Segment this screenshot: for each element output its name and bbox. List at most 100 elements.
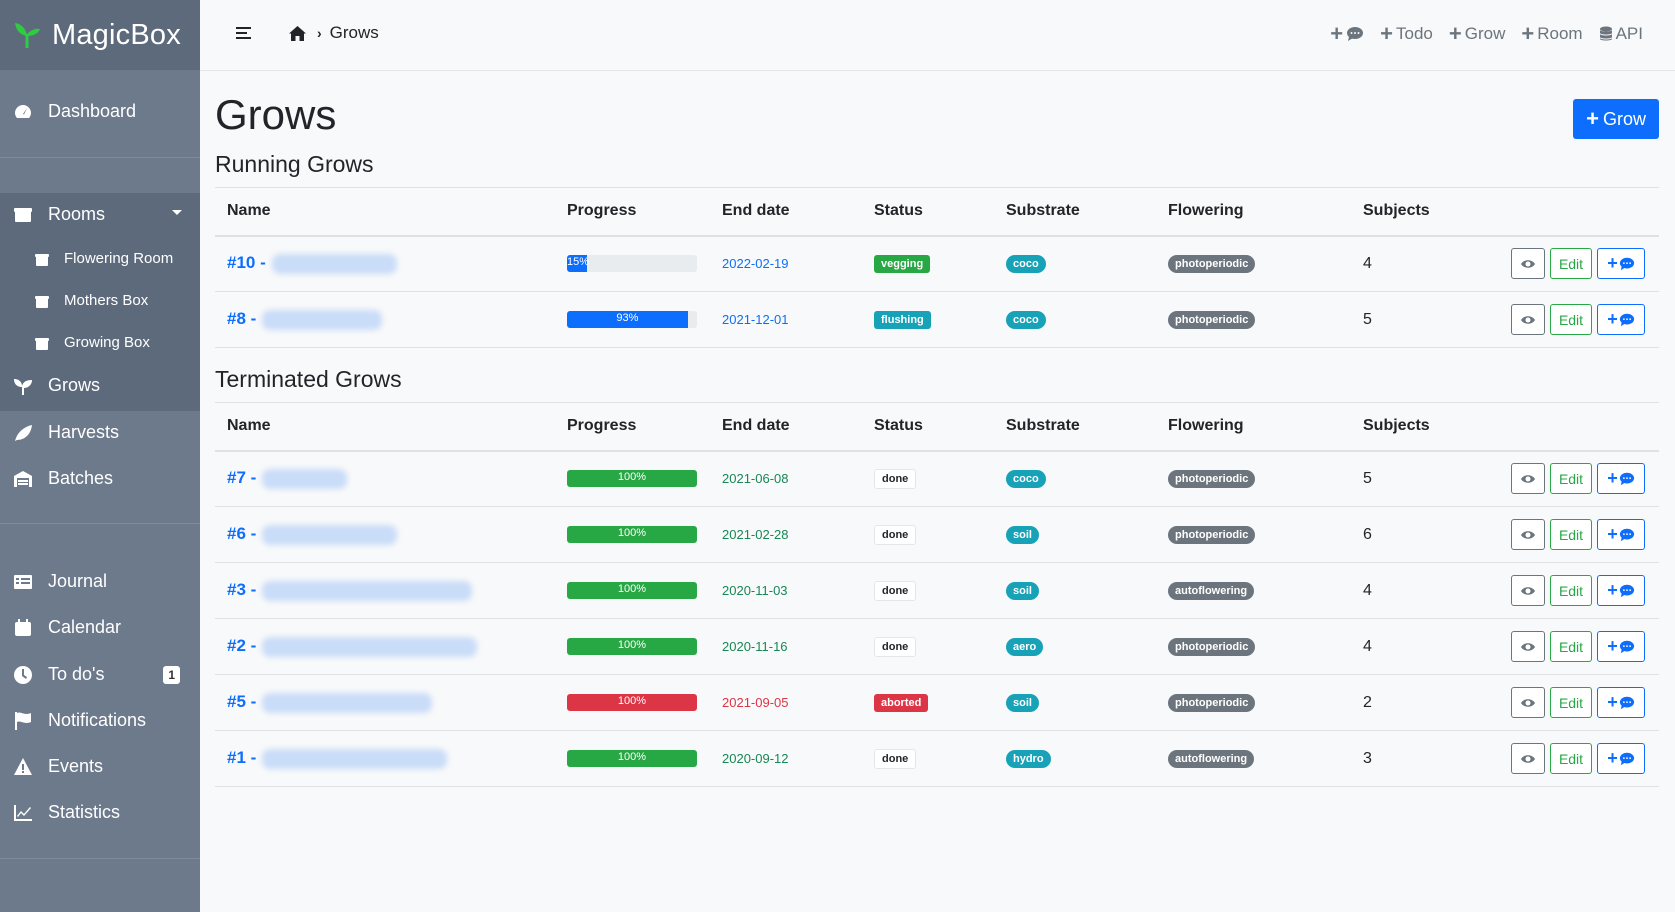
sidebar-item-growing-box[interactable]: Growing Box [0, 334, 150, 351]
add-note-row-button[interactable]: + [1597, 519, 1645, 550]
api-button[interactable]: API [1599, 23, 1643, 45]
nav-rooms[interactable]: Rooms [12, 204, 188, 225]
add-note-row-button[interactable]: + [1597, 463, 1645, 495]
tachometer-icon [12, 102, 34, 122]
subjects-cell: 3 [1351, 730, 1471, 787]
grow-link[interactable]: #2 - [227, 636, 257, 656]
add-grow-top-button[interactable]: + Grow [1449, 23, 1505, 45]
sidebar-item-label: Mothers Box [64, 292, 149, 309]
column-header: Progress [555, 402, 710, 452]
view-button[interactable] [1511, 575, 1545, 606]
plus-icon: + [1448, 21, 1462, 46]
edit-button[interactable]: Edit [1550, 743, 1592, 774]
view-button[interactable] [1511, 248, 1545, 280]
column-header-actions [1471, 187, 1659, 237]
add-todo-button[interactable]: + Todo [1380, 23, 1433, 45]
nav-todos[interactable]: To do's 1 [12, 664, 190, 685]
grow-name-redacted[interactable] [262, 692, 433, 713]
grow-name-redacted[interactable] [262, 309, 383, 330]
edit-button[interactable]: Edit [1550, 248, 1592, 280]
view-button[interactable] [1511, 743, 1545, 774]
substrate-cell: soil [994, 674, 1156, 731]
view-button[interactable] [1511, 304, 1545, 335]
column-header: Substrate [994, 187, 1156, 237]
add-note-button[interactable]: + [1330, 23, 1364, 45]
grow-name-redacted[interactable] [271, 254, 397, 275]
edit-button[interactable]: Edit [1550, 463, 1592, 495]
nav-calendar[interactable]: Calendar [12, 617, 121, 638]
progress-fill: 100% [567, 582, 697, 599]
table-row: #8 - 93% 2021-12-01 flushing coco photop… [215, 291, 1659, 348]
grow-name-redacted[interactable] [262, 748, 448, 769]
add-note-row-button[interactable]: + [1597, 304, 1645, 335]
grow-name-redacted[interactable] [262, 580, 473, 601]
box-icon [12, 205, 34, 225]
grow-link[interactable]: #6 - [227, 524, 257, 544]
status-cell: done [862, 506, 994, 563]
nav-statistics[interactable]: Statistics [12, 802, 120, 823]
grow-link[interactable]: #3 - [227, 580, 257, 600]
edit-button[interactable]: Edit [1550, 519, 1592, 550]
progress-fill: 93% [567, 311, 688, 328]
grow-link[interactable]: #10 - [227, 253, 266, 273]
add-room-button[interactable]: + Room [1521, 23, 1582, 45]
add-note-row-button[interactable]: + [1597, 743, 1645, 774]
add-note-row-button[interactable]: + [1597, 631, 1645, 662]
progress-bar: 100% [567, 582, 697, 599]
add-note-row-button[interactable]: + [1597, 575, 1645, 606]
subjects-cell: 4 [1351, 235, 1471, 292]
plus-icon: + [1607, 748, 1618, 768]
column-header: Subjects [1351, 187, 1471, 237]
edit-button[interactable]: Edit [1550, 687, 1592, 718]
nav-notifications[interactable]: Notifications [12, 710, 146, 731]
menu-toggle-icon[interactable] [236, 26, 253, 41]
add-grow-button[interactable]: + Grow [1573, 99, 1659, 139]
substrate-cell: coco [994, 450, 1156, 507]
brand[interactable]: MagicBox [0, 0, 200, 70]
nav-batches[interactable]: Batches [12, 468, 113, 489]
progress-cell: 100% [555, 730, 710, 787]
grow-link[interactable]: #5 - [227, 692, 257, 712]
sidebar-item-label: Growing Box [64, 334, 150, 351]
nav-dashboard[interactable]: Dashboard [12, 101, 136, 122]
view-button[interactable] [1511, 463, 1545, 495]
view-button[interactable] [1511, 631, 1545, 662]
grow-link[interactable]: #7 - [227, 468, 257, 488]
add-todo-label: Todo [1396, 24, 1433, 43]
view-button[interactable] [1511, 687, 1545, 718]
column-header: Flowering [1156, 402, 1351, 452]
top-actions: + + Todo + Grow + Room API [1330, 23, 1643, 45]
grow-link[interactable]: #8 - [227, 309, 257, 329]
grow-name-cell: #8 - [215, 291, 555, 348]
nav-rooms-label: Rooms [48, 204, 106, 224]
grow-link[interactable]: #1 - [227, 748, 257, 768]
nav-journal[interactable]: Journal [12, 571, 107, 592]
subjects-cell: 5 [1351, 291, 1471, 348]
nav-events[interactable]: Events [12, 756, 103, 777]
end-date: 2020-11-03 [722, 582, 788, 598]
add-note-row-button[interactable]: + [1597, 687, 1645, 718]
substrate-badge: hydro [1006, 750, 1051, 768]
plus-icon: + [1521, 21, 1535, 46]
nav-grows[interactable]: Grows [12, 375, 100, 396]
edit-button[interactable]: Edit [1550, 304, 1592, 335]
sidebar-item-mothers-box[interactable]: Mothers Box [0, 292, 148, 309]
actions-cell: Edit + [1471, 291, 1659, 348]
flowering-badge: photoperiodic [1168, 526, 1256, 544]
grow-name-redacted[interactable] [262, 636, 478, 657]
substrate-cell: hydro [994, 730, 1156, 787]
edit-button[interactable]: Edit [1550, 575, 1592, 606]
home-icon[interactable] [288, 25, 307, 42]
nav-harvests[interactable]: Harvests [12, 422, 119, 443]
eye-icon [1521, 698, 1535, 707]
grow-name-redacted[interactable] [262, 524, 398, 545]
substrate-badge: coco [1006, 470, 1046, 489]
end-date: 2021-12-01 [722, 311, 789, 327]
view-button[interactable] [1511, 519, 1545, 550]
add-note-row-button[interactable]: + [1597, 248, 1645, 280]
edit-button[interactable]: Edit [1550, 631, 1592, 662]
grow-name-redacted[interactable] [262, 469, 348, 490]
plus-icon: + [1607, 253, 1618, 274]
plus-icon: + [1586, 106, 1599, 131]
sidebar-item-flowering-room[interactable]: Flowering Room [0, 250, 173, 267]
